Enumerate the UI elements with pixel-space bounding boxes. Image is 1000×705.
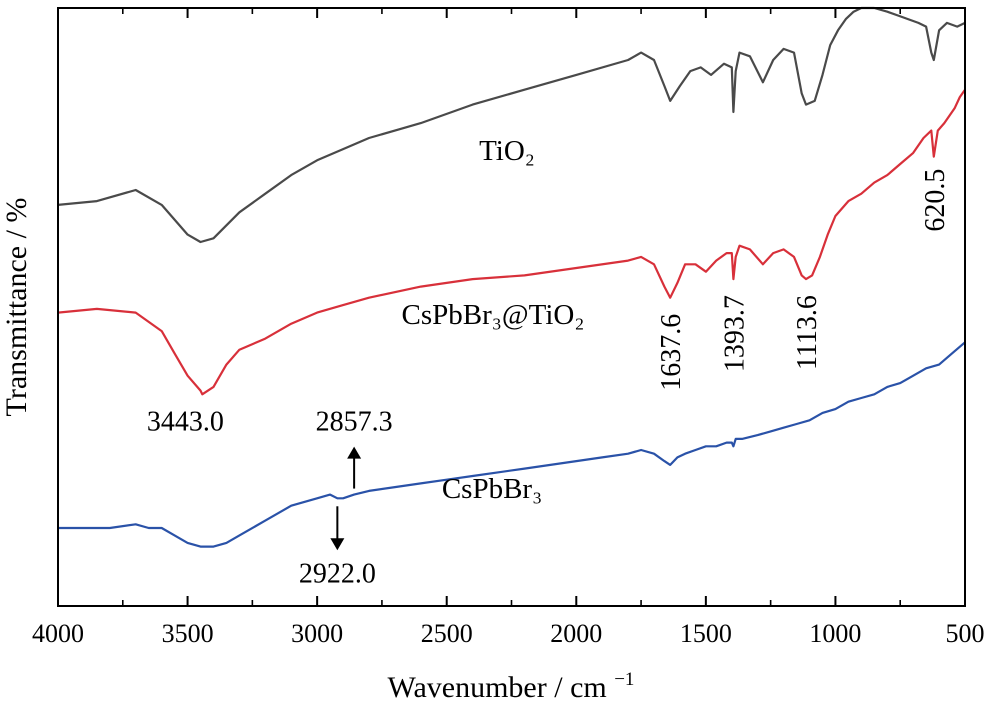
series-line-0 [57,6,966,244]
x-tick-label: 2500 [421,619,473,648]
x-tick-label: 2000 [550,619,602,648]
x-tick-label: 3500 [162,619,214,648]
series-label-0: TiO₂ [479,135,535,167]
arrow-down-head [330,538,345,551]
peak-label-0: 3443.0 [147,406,224,437]
x-axis-title: Wavenumber / cm −1 [388,669,635,704]
series-line-2 [58,341,966,548]
peak-label-4: 620.5 [920,169,951,232]
x-tick-label: 1000 [809,619,861,648]
series-line-1 [57,89,966,396]
y-axis-title: Transmittance / % [0,198,33,417]
peak-label-3: 1113.6 [792,295,823,370]
arrow-up-head [347,446,362,459]
peak-label-6: 2922.0 [299,558,376,589]
x-axis-title-superscript: −1 [614,669,634,690]
x-tick-label: 3000 [291,619,343,648]
x-tick-label: 500 [946,619,985,648]
x-tick-label: 1500 [680,619,732,648]
peak-label-2: 1393.7 [719,295,750,372]
series-label-1: CsPbBr₃@TiO₂ [402,299,585,331]
x-tick-label: 4000 [32,619,84,648]
x-axis-title-text: Wavenumber / cm [388,671,607,704]
series-label-2: CsPbBr₃ [442,473,542,505]
peak-label-5: 2857.3 [316,407,393,438]
peak-label-1: 1637.6 [656,314,687,391]
